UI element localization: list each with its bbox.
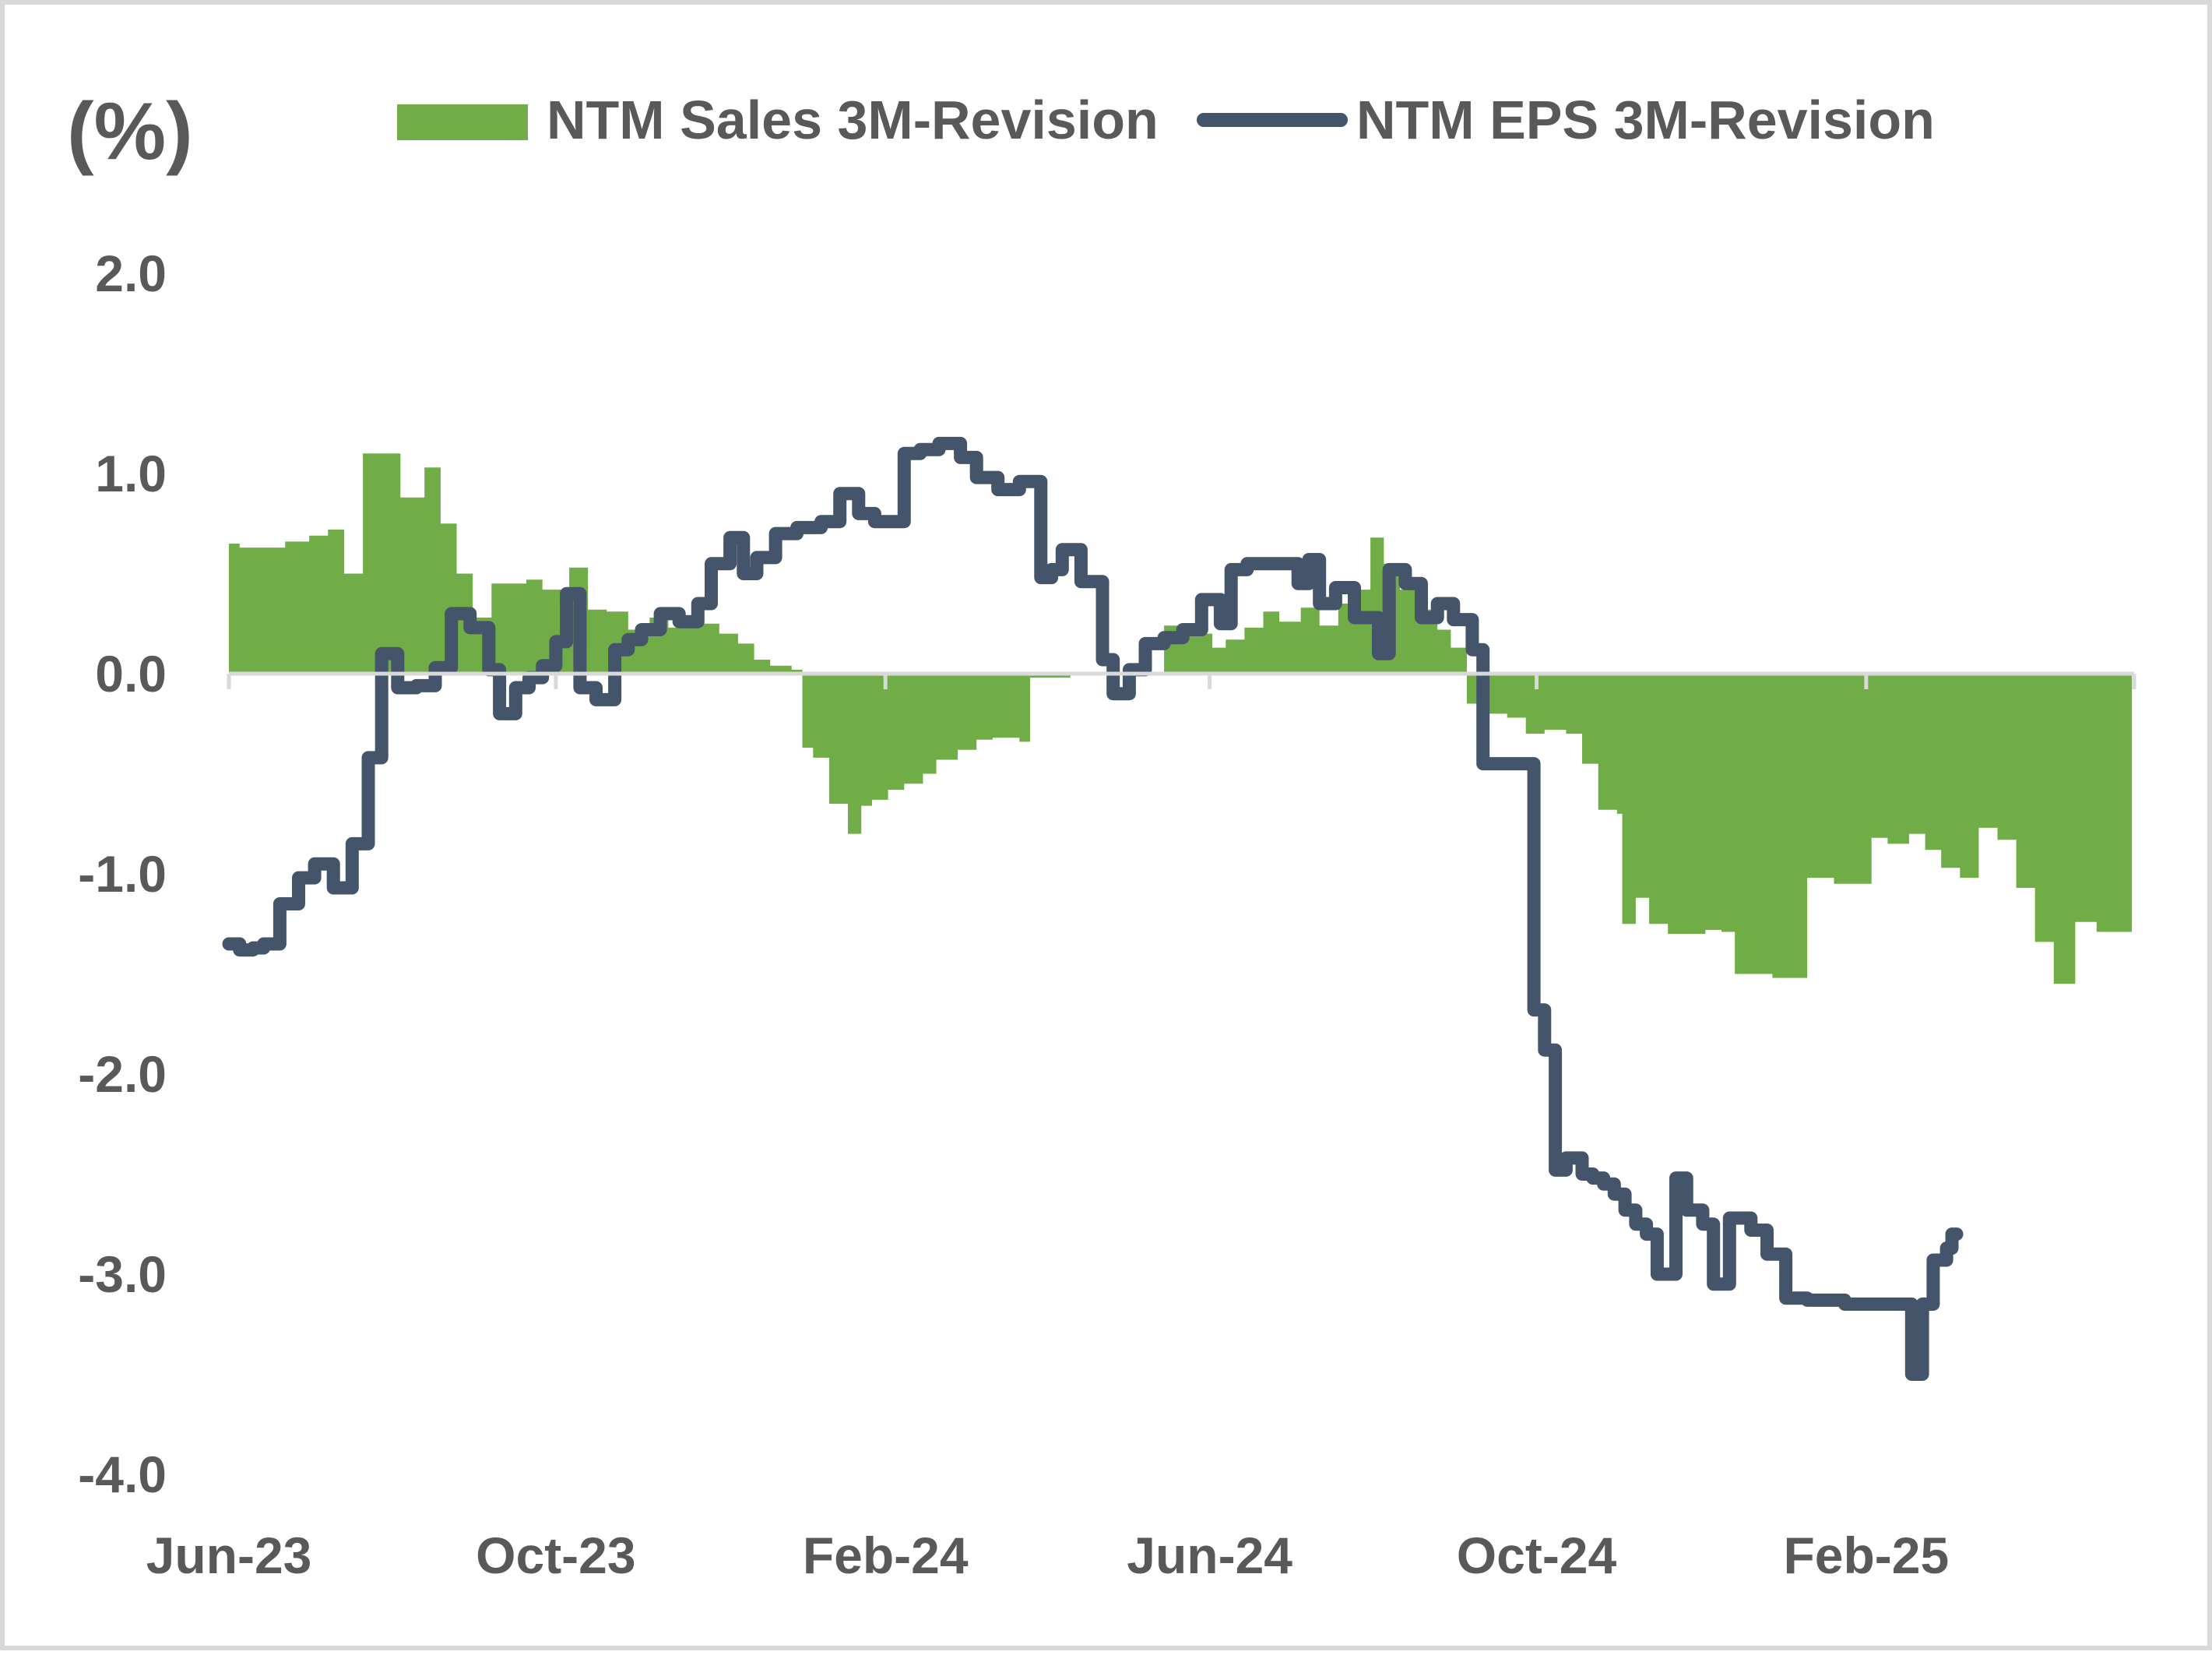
legend: NTM Sales 3M-Revision NTM EPS 3M-Revisio…	[397, 90, 1935, 150]
y-unit-label: (%)	[67, 86, 193, 177]
x-tick-label: Feb-24	[803, 1526, 969, 1584]
series-ntm-sales-area	[229, 453, 2133, 984]
x-axis: Jun-23 Oct-23 Feb-24 Jun-24 Oct-24 Feb-25	[146, 671, 2136, 1584]
plot-area	[222, 436, 2133, 1381]
legend-sales-label: NTM Sales 3M-Revision	[547, 90, 1159, 150]
y-axis: 2.0 1.0 0.0 -1.0 -2.0 -3.0 -4.0	[78, 245, 167, 1503]
legend-eps-label: NTM EPS 3M-Revision	[1356, 90, 1935, 150]
y-tick-label: -4.0	[78, 1445, 167, 1503]
x-tick-label: Oct-24	[1457, 1526, 1617, 1584]
legend-sales-swatch	[397, 104, 528, 140]
x-tick-label: Feb-25	[1783, 1526, 1949, 1584]
x-tick-label: Jun-24	[1127, 1526, 1292, 1584]
x-tick-label: Oct-23	[476, 1526, 635, 1584]
y-tick-label: 0.0	[95, 645, 167, 702]
series-ntm-eps-line	[222, 436, 1964, 1381]
y-tick-label: -2.0	[78, 1045, 167, 1103]
y-tick-label: 1.0	[95, 445, 167, 502]
y-tick-label: -1.0	[78, 845, 167, 903]
chart-svg: (%) NTM Sales 3M-Revision NTM EPS 3M-Rev…	[67, 86, 2136, 1584]
x-tick-label: Jun-23	[146, 1526, 312, 1584]
y-tick-label: -3.0	[78, 1245, 167, 1303]
y-tick-label: 2.0	[95, 245, 167, 302]
